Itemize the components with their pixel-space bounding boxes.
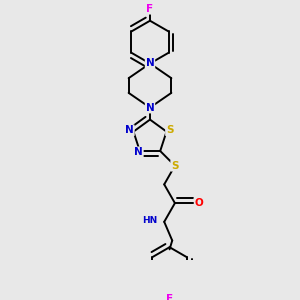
Text: N: N bbox=[146, 58, 154, 68]
Text: F: F bbox=[166, 293, 173, 300]
Text: N: N bbox=[146, 103, 154, 112]
Text: O: O bbox=[195, 198, 203, 208]
Text: N: N bbox=[125, 125, 134, 135]
Text: HN: HN bbox=[142, 216, 158, 225]
Text: S: S bbox=[166, 125, 173, 135]
Text: F: F bbox=[146, 4, 154, 14]
Text: N: N bbox=[134, 147, 143, 158]
Text: S: S bbox=[171, 161, 179, 171]
